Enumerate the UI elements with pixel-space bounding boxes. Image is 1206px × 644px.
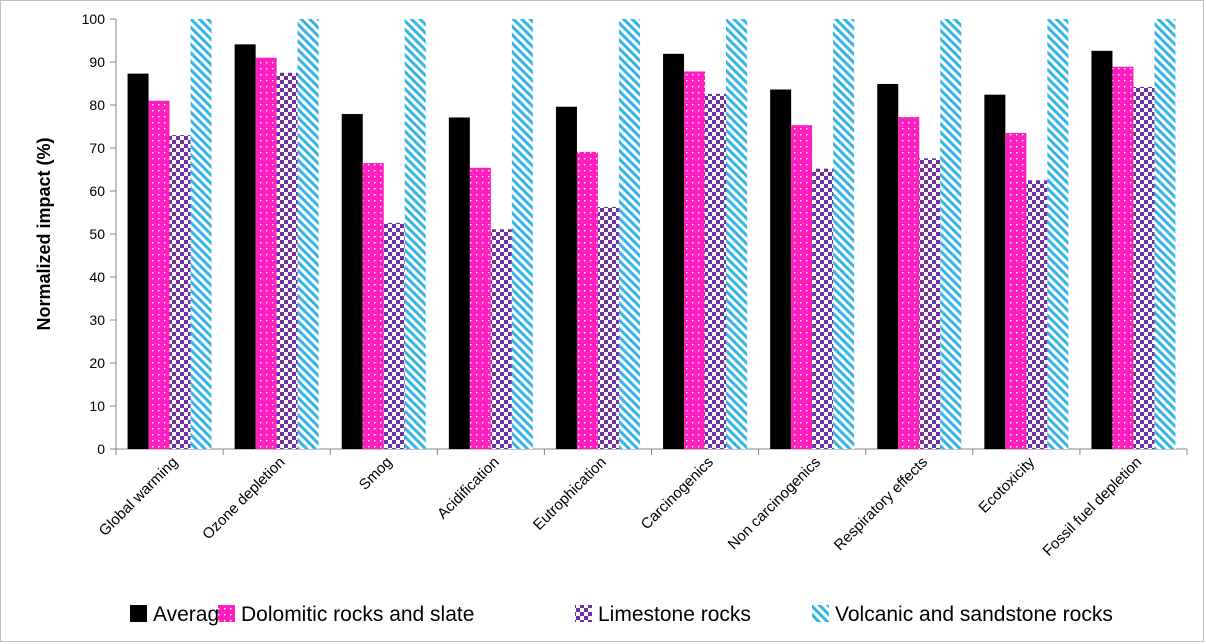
- legend-swatch: [575, 605, 592, 622]
- bar-dolomitic-rocks-and-slate: [1112, 66, 1134, 449]
- category-label: Acidification: [434, 454, 503, 523]
- bar-volcanic-and-sandstone-rocks: [726, 19, 748, 449]
- y-tick-label: 20: [89, 355, 105, 371]
- category-label: Ecotoxicity: [975, 453, 1038, 516]
- bar-dolomitic-rocks-and-slate: [148, 100, 170, 449]
- y-tick-label: 40: [89, 269, 105, 285]
- bar-volcanic-and-sandstone-rocks: [190, 19, 212, 449]
- bar-average: [341, 114, 363, 449]
- bar-average: [984, 94, 1006, 450]
- bar-volcanic-and-sandstone-rocks: [940, 19, 962, 449]
- y-axis-label: Normalized impact (%): [34, 137, 54, 330]
- bar-average: [555, 106, 577, 449]
- legend-label: Average: [153, 603, 231, 626]
- bar-limestone-rocks: [169, 135, 191, 449]
- bar-volcanic-and-sandstone-rocks: [404, 19, 426, 449]
- category-label: Ozone depletion: [199, 454, 288, 543]
- legend-swatch: [218, 605, 235, 622]
- bar-average: [663, 53, 685, 450]
- y-tick-label: 50: [89, 226, 105, 242]
- y-tick-label: 90: [89, 54, 105, 70]
- bar-volcanic-and-sandstone-rocks: [833, 19, 855, 449]
- bar-volcanic-and-sandstone-rocks: [511, 19, 533, 449]
- bar-volcanic-and-sandstone-rocks: [1154, 19, 1176, 449]
- bar-limestone-rocks: [383, 222, 405, 449]
- category-label: Fossil fuel depletion: [1040, 454, 1146, 560]
- y-tick-label: 0: [97, 441, 105, 457]
- bar-dolomitic-rocks-and-slate: [898, 117, 920, 449]
- legend-label: Dolomitic rocks and slate: [241, 603, 474, 626]
- bar-dolomitic-rocks-and-slate: [791, 125, 813, 450]
- bar-limestone-rocks: [1133, 86, 1155, 449]
- bar-limestone-rocks: [490, 229, 512, 449]
- y-tick-label: 80: [89, 97, 105, 113]
- category-label: Respiratory effects: [831, 454, 931, 554]
- bar-dolomitic-rocks-and-slate: [255, 57, 277, 449]
- bar-limestone-rocks: [597, 206, 619, 449]
- y-tick-label: 100: [82, 11, 106, 27]
- bar-average: [877, 83, 899, 450]
- bar-average: [1091, 50, 1113, 449]
- bar-average: [127, 73, 149, 450]
- bars: [127, 19, 1176, 450]
- y-tick-label: 30: [89, 312, 105, 328]
- bar-limestone-rocks: [812, 168, 834, 449]
- y-tick-label: 60: [89, 183, 105, 199]
- category-label: Carcinogenics: [638, 454, 717, 533]
- y-tick-label: 10: [89, 398, 105, 414]
- bar-dolomitic-rocks-and-slate: [1005, 132, 1027, 449]
- bar-dolomitic-rocks-and-slate: [469, 167, 491, 449]
- bar-dolomitic-rocks-and-slate: [362, 163, 384, 450]
- bar-volcanic-and-sandstone-rocks: [618, 19, 640, 449]
- category-labels: Global warming Ozone depletion Smog Acidifi…: [96, 453, 1146, 559]
- bar-limestone-rocks: [919, 158, 941, 449]
- bar-volcanic-and-sandstone-rocks: [297, 19, 319, 449]
- category-label: Smog: [356, 454, 396, 494]
- bar-dolomitic-rocks-and-slate: [576, 151, 598, 449]
- category-label: Global warming: [96, 454, 182, 540]
- category-label: Eutrophication: [530, 454, 610, 534]
- y-tick-label: 70: [89, 140, 105, 156]
- legend-label: Limestone rocks: [598, 603, 751, 626]
- legend-label: Volcanic and sandstone rocks: [835, 603, 1113, 626]
- category-label: Non carcinogenics: [725, 454, 824, 553]
- bar-average: [770, 89, 792, 450]
- bar-dolomitic-rocks-and-slate: [684, 71, 706, 450]
- legend-swatch: [812, 605, 829, 622]
- tick-labels: 0 10 20 30 40 50 60 70 80 90 100: [82, 11, 106, 457]
- bar-average: [234, 44, 256, 450]
- bar-limestone-rocks: [705, 93, 727, 449]
- legend: Average Dolomitic rocks and slate Limeston…: [130, 603, 1113, 626]
- bar-volcanic-and-sandstone-rocks: [1047, 19, 1069, 449]
- legend-swatch: [130, 605, 147, 622]
- bar-limestone-rocks: [1026, 180, 1048, 449]
- bar-limestone-rocks: [276, 72, 298, 449]
- bar-average: [448, 117, 470, 449]
